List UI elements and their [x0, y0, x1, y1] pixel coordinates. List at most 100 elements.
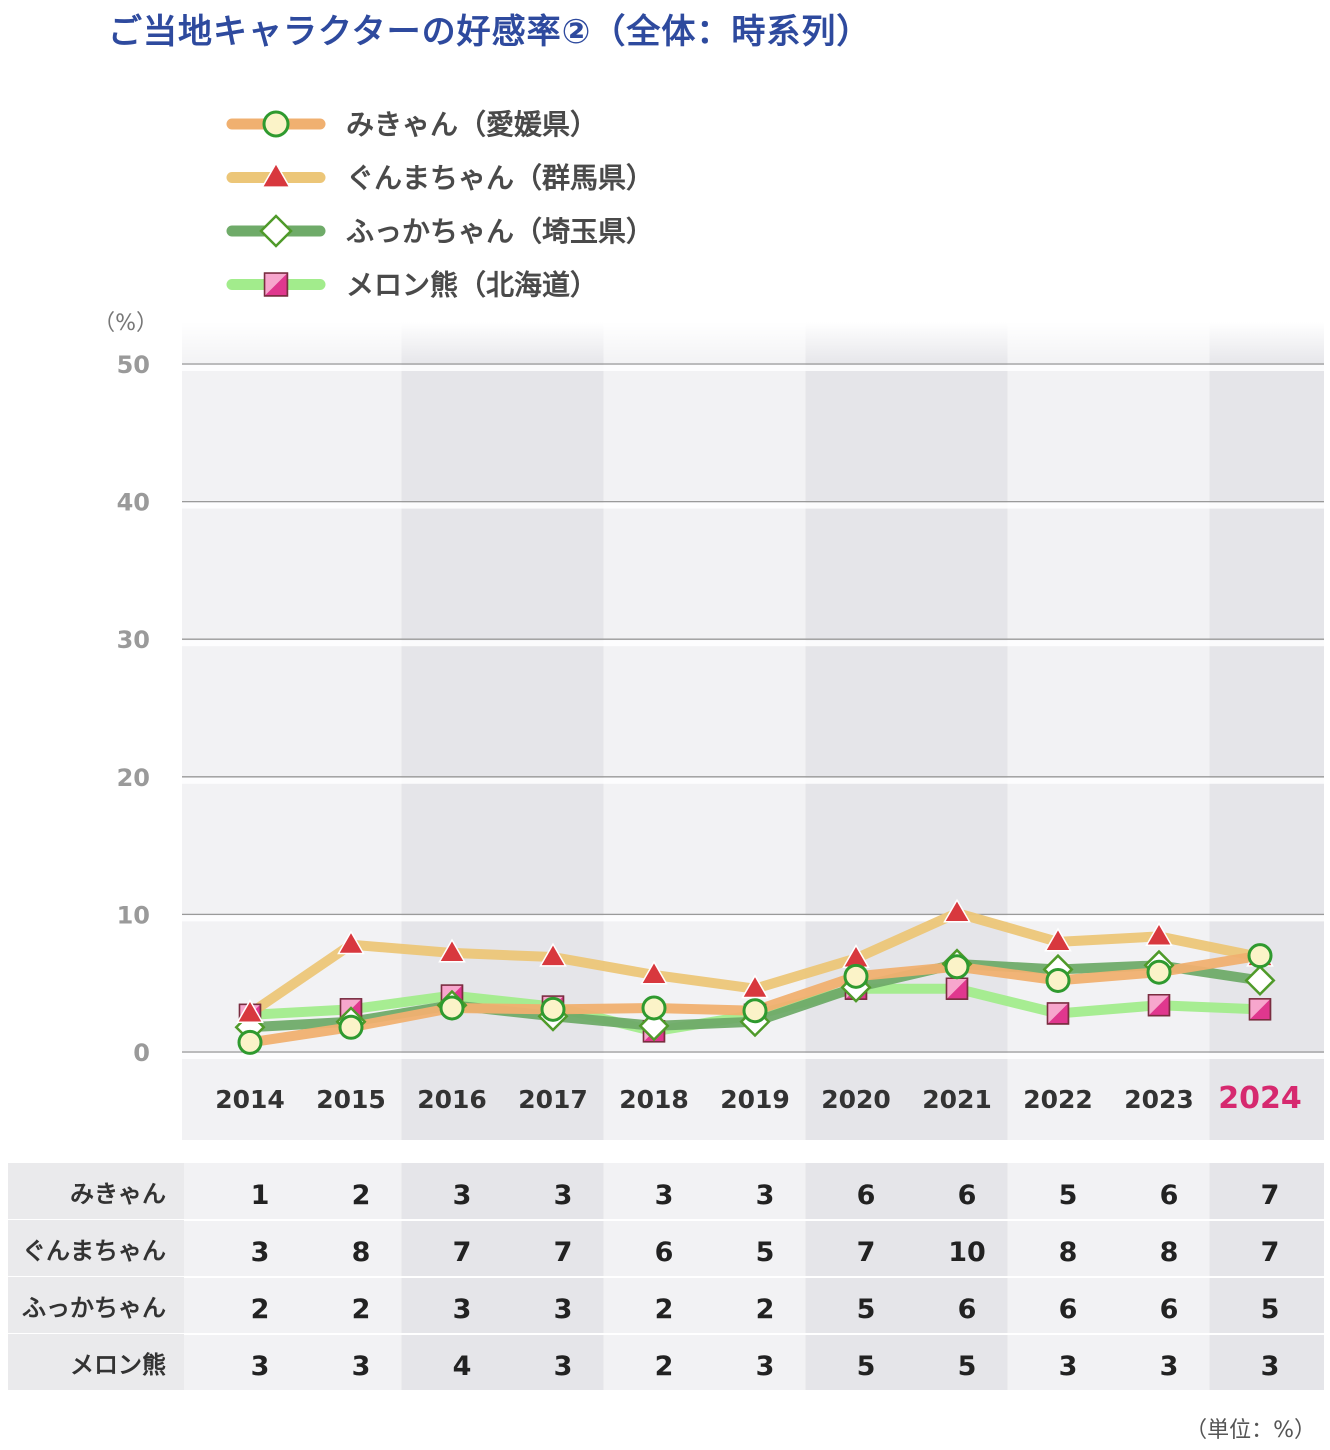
data-point [943, 898, 971, 923]
table-cell: 7 [453, 1237, 472, 1268]
table-cell: 2 [655, 1351, 674, 1382]
data-point [843, 963, 869, 989]
table-cell: 3 [655, 1180, 674, 1211]
column-bands [182, 322, 1324, 1391]
table-cell: 3 [756, 1351, 775, 1382]
unit-note: （単位：%） [1185, 1418, 1316, 1443]
data-point [1046, 1002, 1070, 1025]
table-cell: 6 [958, 1180, 977, 1211]
series-markers [234, 898, 1276, 1055]
table-cell: 3 [1059, 1351, 1078, 1382]
table-cell: 7 [1261, 1180, 1280, 1211]
x-tick-label: 2016 [417, 1085, 487, 1114]
table-cell: 3 [453, 1294, 472, 1325]
table-cell: 6 [857, 1180, 876, 1211]
table-cell: 5 [1059, 1180, 1078, 1211]
table-cell: 1 [251, 1180, 270, 1211]
legend-label: メロン熊（北海道） [346, 269, 598, 302]
table-row-label: ふっかちゃん [22, 1294, 166, 1322]
y-tick-label: 40 [117, 489, 150, 517]
legend-marker [263, 272, 289, 297]
grid-gap [182, 502, 1324, 509]
legend: みきゃん（愛媛県） ぐんまちゃん（群馬県） ふっかちゃん（埼玉県） メロン熊（北海道） [226, 108, 654, 302]
y-tick-label: 30 [117, 626, 150, 654]
legend-marker [259, 214, 293, 248]
column-band-2020 [805, 322, 907, 1140]
grid-gap [182, 365, 1324, 371]
table-cell: 3 [1261, 1351, 1280, 1382]
x-tick-label: 2017 [518, 1085, 588, 1114]
table-cell: 8 [352, 1237, 371, 1268]
table-cell: 3 [251, 1237, 270, 1268]
data-point [337, 930, 365, 955]
table-row-header-bg [8, 1334, 184, 1391]
data-point [640, 960, 668, 985]
table-cell: 5 [857, 1294, 876, 1325]
table-cell: 8 [1160, 1237, 1179, 1268]
table-row-header-bg [8, 1220, 184, 1277]
table-cell: 7 [554, 1237, 573, 1268]
table-cell: 3 [554, 1351, 573, 1382]
table-cell: 3 [756, 1180, 775, 1211]
table-cell: 6 [655, 1237, 674, 1268]
gridlines [182, 363, 1324, 1059]
table-cell: 3 [1160, 1351, 1179, 1382]
x-tick-label: 2015 [316, 1085, 386, 1114]
data-point [1147, 994, 1171, 1017]
y-tick-label: 10 [117, 901, 150, 929]
x-tick-label: 2014 [215, 1085, 285, 1114]
table-row-header-bg [8, 1163, 184, 1220]
data-point [641, 995, 667, 1021]
legend-marker [261, 161, 291, 188]
x-axis: 2014 2015 2016 2017 2018 2019 2020 2021 2022 2023… [215, 1081, 1302, 1116]
data-point [1146, 959, 1172, 985]
table-cell: 10 [948, 1237, 986, 1268]
column-band-2021 [906, 322, 1008, 1140]
table-row-header-bg [8, 1277, 184, 1334]
table-row-label: ぐんまちゃん [22, 1237, 166, 1265]
y-tick-label: 50 [117, 351, 150, 379]
column-band-2023 [1108, 322, 1210, 1140]
y-tick-label: 20 [117, 764, 150, 792]
data-point [741, 974, 769, 999]
x-tick-label: 2023 [1124, 1085, 1194, 1114]
table-cell: 7 [857, 1237, 876, 1268]
data-point [1244, 964, 1276, 996]
x-tick-label: 2022 [1023, 1085, 1093, 1114]
table-cell: 6 [1160, 1180, 1179, 1211]
legend-label: ふっかちゃん（埼玉県） [346, 215, 654, 248]
y-axis: 0 10 20 30 40 50 （%） [93, 311, 158, 1067]
x-tick-label: 2021 [922, 1085, 992, 1114]
table-cell: 4 [453, 1351, 472, 1382]
data-point [1045, 967, 1071, 993]
data-point [742, 998, 768, 1024]
y-tick-label: 0 [133, 1039, 150, 1067]
grid-gap [182, 640, 1324, 647]
table-cell: 3 [554, 1294, 573, 1325]
data-point [1044, 927, 1072, 952]
table-cell: 5 [1261, 1294, 1280, 1325]
x-tick-label: 2020 [821, 1085, 891, 1114]
table-cell: 3 [453, 1180, 472, 1211]
data-point [638, 1010, 670, 1042]
grid-gap [182, 777, 1324, 784]
data-point [944, 954, 970, 980]
table-cell: 5 [857, 1351, 876, 1382]
table-cell: 2 [655, 1294, 674, 1325]
table-row-label: メロン熊 [70, 1351, 166, 1379]
grid-gap [182, 915, 1324, 922]
table-cell: 3 [352, 1351, 371, 1382]
data-point [439, 995, 465, 1021]
table-cell: 5 [756, 1237, 775, 1268]
table-cell: 6 [958, 1294, 977, 1325]
top-fade [182, 322, 1324, 366]
data-point [539, 942, 567, 967]
legend-label: みきゃん（愛媛県） [346, 108, 598, 141]
data-point [1247, 943, 1273, 969]
chart-title: ご当地キャラクターの好感率②（全体：時系列） [108, 12, 872, 52]
table-row-label: みきゃん [70, 1180, 166, 1208]
data-point [945, 977, 969, 1000]
data-point [1248, 998, 1272, 1021]
data-point [540, 996, 566, 1022]
table-cell: 2 [251, 1294, 270, 1325]
